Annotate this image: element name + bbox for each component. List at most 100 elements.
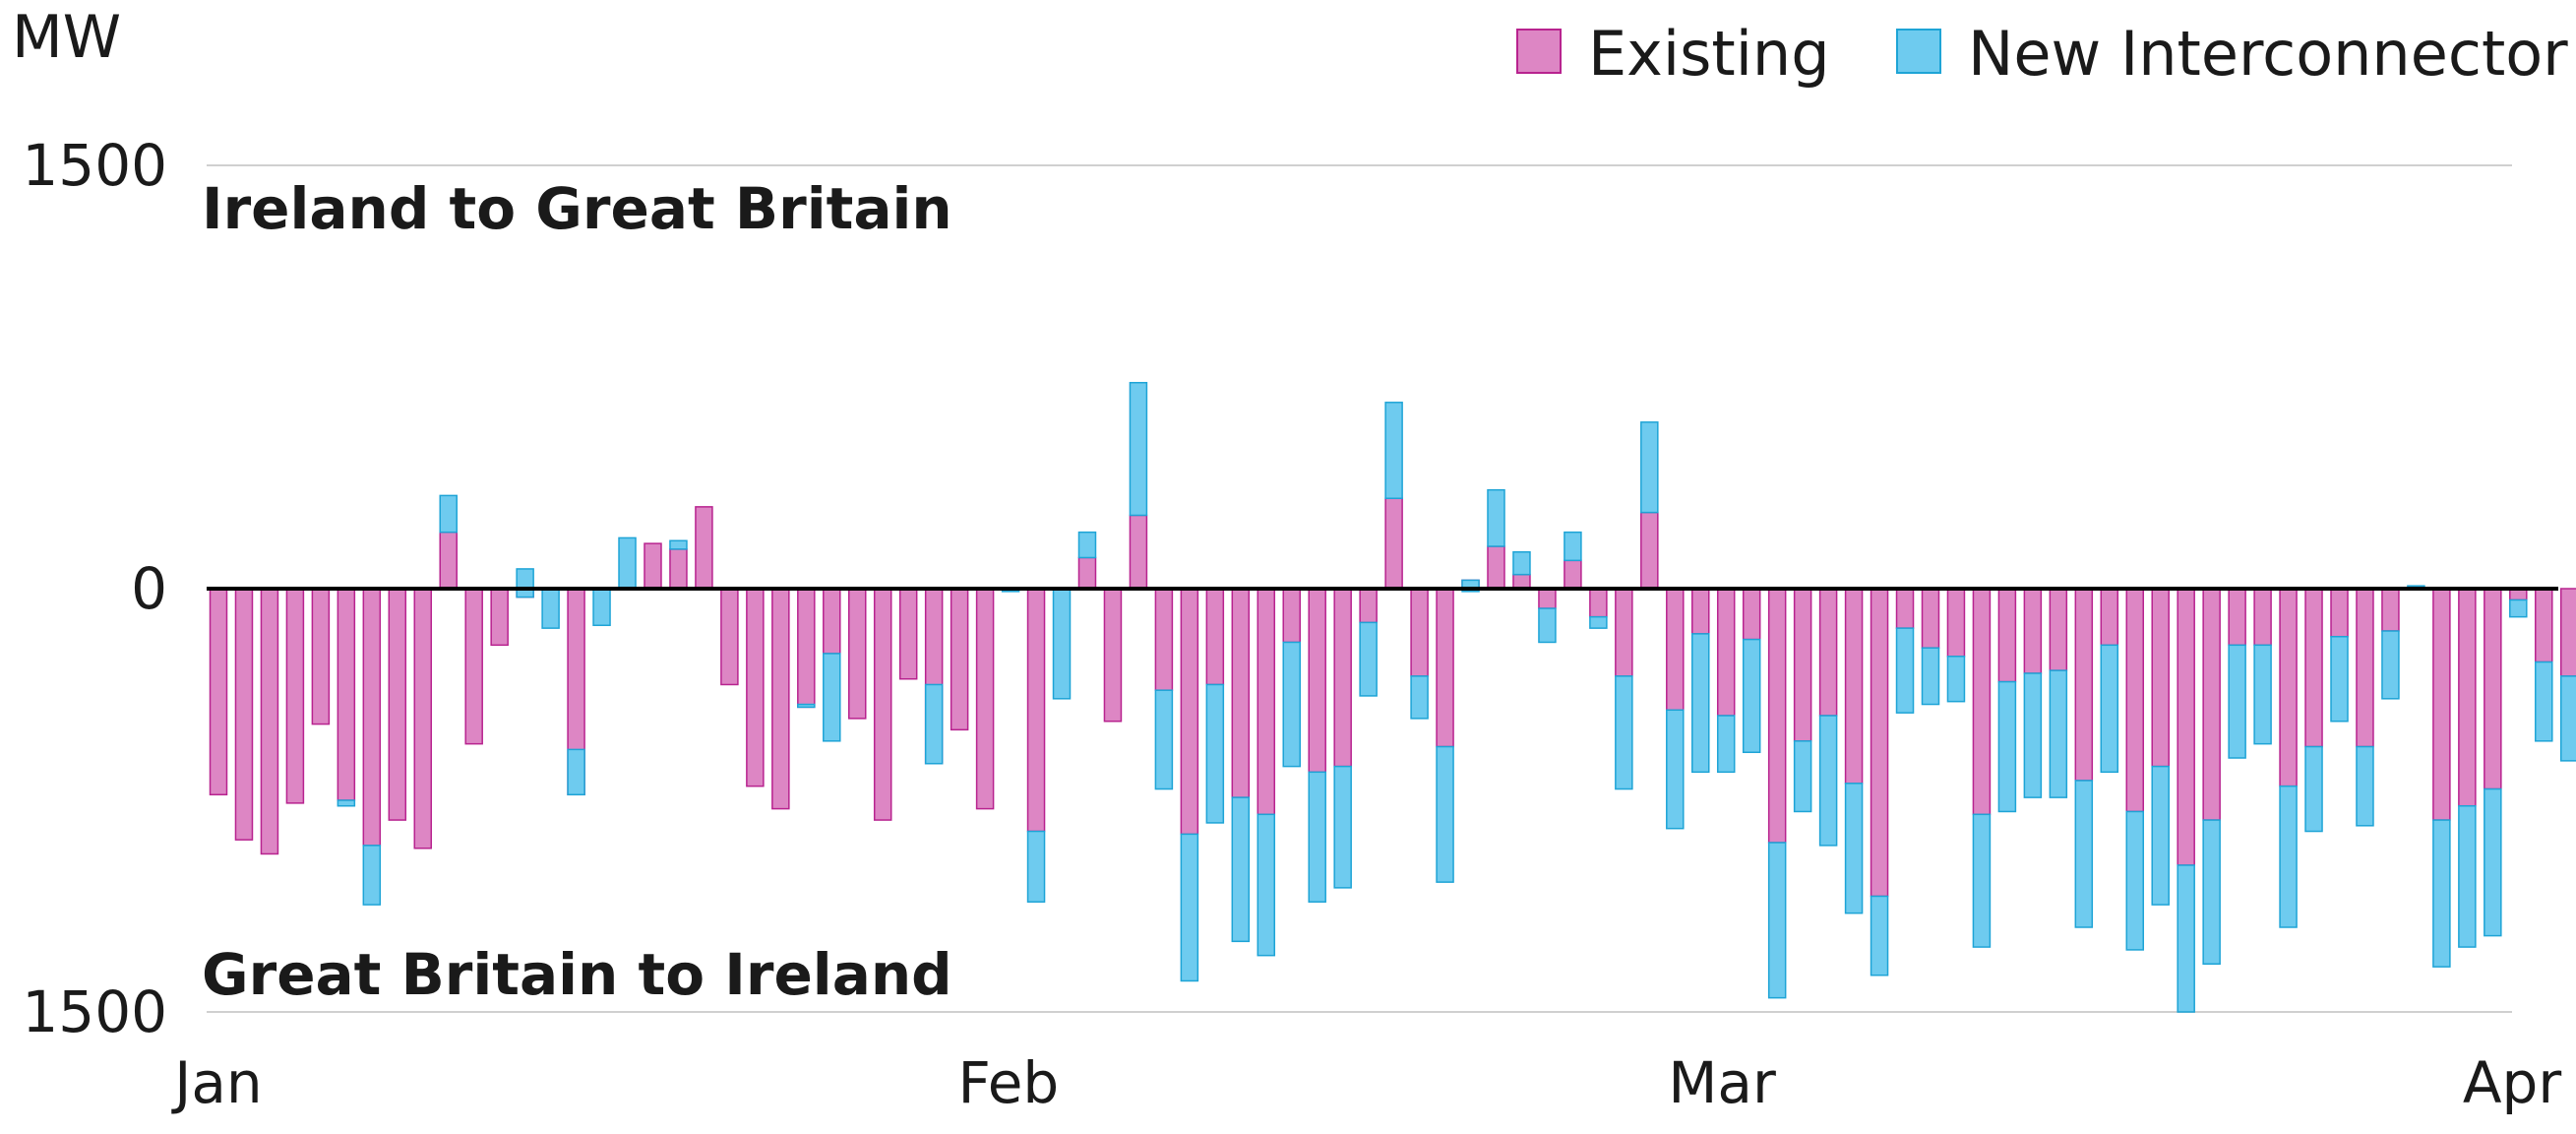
bar-new-interconnector <box>2279 785 2298 928</box>
bar-new-interconnector <box>1308 771 1326 903</box>
bar-existing <box>362 588 382 847</box>
legend-swatch-new-interconnector <box>1896 29 1941 74</box>
bar-existing <box>1691 588 1710 635</box>
bar-existing <box>2381 588 2400 632</box>
bar-new-interconnector <box>439 494 458 534</box>
bar-new-interconnector <box>1767 842 1787 999</box>
bar-existing <box>1972 588 1992 816</box>
y-axis-unit-label: MW <box>12 3 121 72</box>
bar-new-interconnector <box>2330 635 2349 723</box>
bar-existing <box>2458 588 2477 807</box>
bar-new-interconnector <box>2151 765 2170 906</box>
bar-new-interconnector <box>2356 745 2374 827</box>
bar-existing <box>2151 588 2170 768</box>
y-tick-label: 0 <box>131 555 167 622</box>
bar-existing <box>2432 588 2451 821</box>
bar-existing <box>797 588 816 709</box>
bar-new-interconnector <box>1333 765 1352 889</box>
bar-new-interconnector <box>1205 683 1225 824</box>
bar-new-interconnector <box>1512 550 1531 576</box>
bar-new-interconnector <box>362 845 382 906</box>
bar-existing <box>413 588 433 850</box>
bar-existing <box>1180 588 1199 836</box>
bar-new-interconnector <box>1154 689 1174 790</box>
bar-existing <box>1129 514 1148 590</box>
bar-existing <box>1487 545 1505 590</box>
bar-existing <box>1946 588 1966 658</box>
bar-existing <box>898 588 918 680</box>
bar-new-interconnector <box>1716 715 1736 774</box>
bar-new-interconnector <box>2535 661 2553 742</box>
bar-new-interconnector <box>1052 588 1072 700</box>
x-tick-label: Apr <box>2463 1049 2561 1116</box>
x-tick-label: Feb <box>958 1049 1060 1116</box>
bar-new-interconnector <box>1615 675 1633 790</box>
bar-new-interconnector <box>1026 830 1046 903</box>
bar-existing <box>848 588 867 720</box>
bar-new-interconnector <box>1666 709 1685 830</box>
bar-existing <box>2535 588 2553 663</box>
y-tick-label: 1500 <box>22 132 167 199</box>
bar-new-interconnector <box>2559 675 2576 762</box>
bar-new-interconnector <box>2432 819 2451 968</box>
bar-existing <box>873 588 892 821</box>
bar-existing <box>1257 588 1276 816</box>
bar-new-interconnector <box>2381 630 2400 700</box>
bar-new-interconnector <box>1410 675 1429 720</box>
bar-existing <box>439 531 458 590</box>
legend-label-existing: Existing <box>1588 18 1830 90</box>
bar-new-interconnector <box>1487 488 1505 547</box>
annotation-ireland-to-great-britain: Ireland to Great Britain <box>202 175 952 242</box>
bar-new-interconnector <box>2253 644 2272 745</box>
bar-existing <box>746 588 765 788</box>
bar-new-interconnector <box>1691 633 1710 774</box>
bar-new-interconnector <box>2458 804 2477 948</box>
bar-new-interconnector <box>337 799 356 807</box>
bar-existing <box>1205 588 1225 686</box>
bar-new-interconnector <box>567 748 585 796</box>
bar-new-interconnector <box>1436 745 1454 883</box>
bar-existing <box>1742 588 1761 641</box>
bar-existing <box>2304 588 2323 748</box>
bar-existing <box>771 588 790 810</box>
legend: Existing New Interconnector <box>1516 18 2568 90</box>
bar-existing <box>1666 588 1685 712</box>
bar-existing <box>2484 588 2502 790</box>
bar-existing <box>1282 588 1301 644</box>
x-axis-ticks: Jan Feb Mar Apr <box>171 1049 2561 1116</box>
bar-existing <box>644 542 662 590</box>
bars <box>209 381 2576 1013</box>
bar-new-interconnector <box>2228 644 2246 759</box>
bar-new-interconnector <box>541 588 560 629</box>
bar-new-interconnector <box>1793 740 1812 813</box>
bar-existing <box>1895 588 1915 629</box>
bar-existing <box>1512 573 1531 590</box>
bar-existing <box>1333 588 1352 768</box>
bar-existing <box>209 588 228 796</box>
bar-new-interconnector <box>516 568 534 598</box>
bar-existing <box>2125 588 2144 813</box>
bar-existing <box>950 588 969 731</box>
bar-new-interconnector <box>1461 579 1480 593</box>
legend-swatch-existing <box>1516 29 1562 74</box>
bar-new-interconnector <box>1921 647 1940 706</box>
bar-existing <box>1308 588 1326 774</box>
bar-new-interconnector <box>1180 833 1199 982</box>
bar-existing <box>1103 588 1123 723</box>
x-tick-label: Jan <box>171 1049 262 1116</box>
bar-existing <box>1026 588 1046 833</box>
y-tick-label: 1500 <box>22 978 167 1045</box>
bar-new-interconnector <box>1844 783 1864 914</box>
bar-new-interconnector <box>1538 607 1557 644</box>
bar-existing <box>1436 588 1454 748</box>
bar-existing <box>1359 588 1378 624</box>
bar-new-interconnector <box>618 536 637 590</box>
bar-existing <box>2279 588 2298 788</box>
bar-new-interconnector <box>2049 669 2068 798</box>
bar-new-interconnector <box>1818 715 1838 847</box>
bar-existing <box>2228 588 2246 647</box>
bar-existing <box>234 588 254 841</box>
bar-existing <box>337 588 356 801</box>
bar-existing <box>2253 588 2272 647</box>
